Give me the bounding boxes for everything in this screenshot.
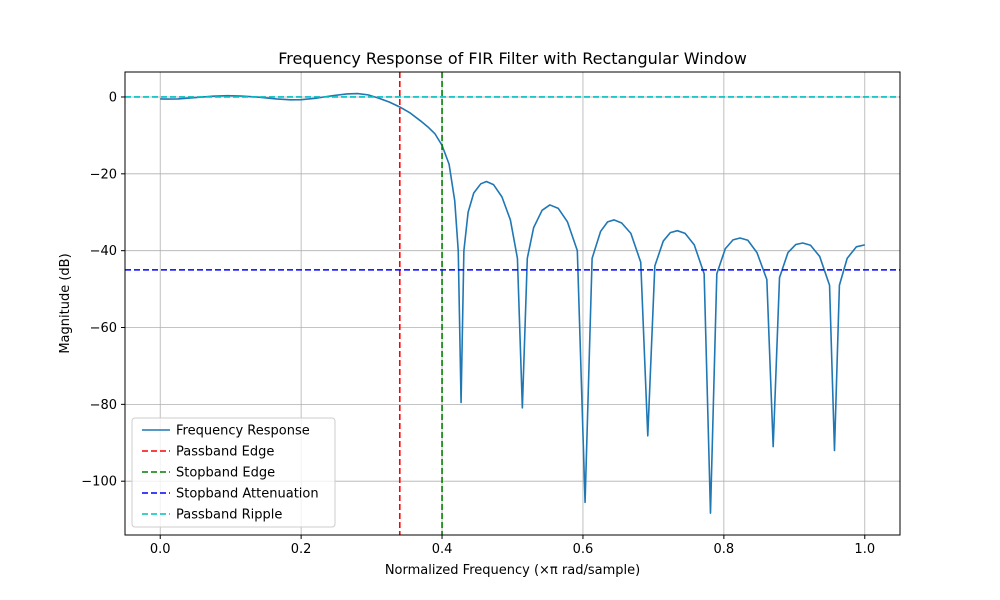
legend-box <box>131 417 336 528</box>
legend-label-stopband-attenuation: Stopband Attenuation <box>176 487 319 502</box>
x-tick-label: 0.2 <box>291 542 312 557</box>
y-tick-label: 0 <box>109 90 117 105</box>
x-tick-label: 0.0 <box>150 542 171 557</box>
x-tick-label: 0.8 <box>714 542 735 557</box>
x-tick-label: 0.6 <box>573 542 594 557</box>
y-tick-label: −60 <box>90 321 117 336</box>
y-tick-label: −40 <box>90 244 117 259</box>
x-tick-label: 0.4 <box>432 542 453 557</box>
legend: Frequency Response Passband Edge Stopband … <box>131 417 336 528</box>
legend-label-frequency-response: Frequency Response <box>176 424 310 439</box>
x-axis-label: Normalized Frequency (×π rad/sample) <box>385 563 640 578</box>
x-tick-label: 1.0 <box>854 542 875 557</box>
y-tick-label: −20 <box>90 167 117 182</box>
y-tick-label: −80 <box>90 398 117 413</box>
y-tick-label: −100 <box>81 475 117 490</box>
plot-area <box>125 72 900 535</box>
y-axis-label: Magnitude (dB) <box>58 253 73 353</box>
plot-frame <box>124 71 901 536</box>
y-axis: 0 −20 −40 −60 −80 −100 <box>81 90 125 490</box>
legend-label-passband-ripple: Passband Ripple <box>176 508 282 523</box>
legend-label-stopband-edge: Stopband Edge <box>176 466 275 481</box>
series-frequency-response <box>160 92 865 514</box>
x-axis: 0.0 0.2 0.4 0.6 0.8 1.0 <box>150 535 875 557</box>
legend-label-passband-edge: Passband Edge <box>176 445 274 460</box>
chart-title: Frequency Response of FIR Filter with Re… <box>278 49 747 68</box>
